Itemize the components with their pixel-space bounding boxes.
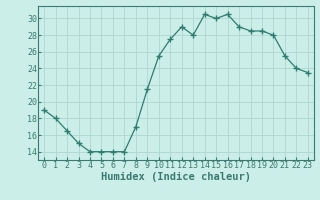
X-axis label: Humidex (Indice chaleur): Humidex (Indice chaleur) bbox=[101, 172, 251, 182]
